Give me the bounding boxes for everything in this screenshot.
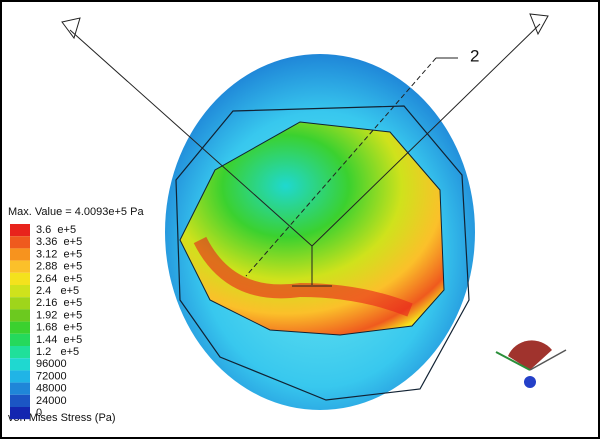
- legend-swatch: [10, 322, 30, 334]
- legend-swatch: [10, 248, 30, 260]
- legend-title: Max. Value = 4.0093e+5 Pa: [8, 206, 144, 218]
- legend-label: 24000: [36, 395, 67, 407]
- legend-label: 1.68 e+5: [36, 322, 82, 334]
- legend-swatch: [10, 370, 30, 382]
- legend-label: 2.16 e+5: [36, 297, 82, 309]
- screenshot: 2 Max. Value = 4.0093e+5 Pa von Mises St…: [0, 0, 600, 439]
- legend-label: 3.36 e+5: [36, 236, 82, 248]
- legend-swatch: [10, 261, 30, 273]
- legend-swatch: [10, 224, 30, 236]
- legend-label: 2.64 e+5: [36, 273, 82, 285]
- legend-label: 72000: [36, 370, 67, 382]
- legend-swatch: [10, 236, 30, 248]
- legend-swatch: [10, 285, 30, 297]
- legend-swatch: [10, 383, 30, 395]
- callout-label: 2: [470, 46, 479, 65]
- legend-label: 3.6 e+5: [36, 224, 76, 236]
- legend-swatch: [10, 273, 30, 285]
- legend-label: 1.92 e+5: [36, 309, 82, 321]
- legend-swatch: [10, 346, 30, 358]
- legend-label: 1.2 e+5: [36, 346, 79, 358]
- legend-swatch: [10, 297, 30, 309]
- legend-swatch: [10, 358, 30, 370]
- legend-swatch: [10, 334, 30, 346]
- legend-swatch: [10, 407, 30, 419]
- legend-label: 1.44 e+5: [36, 334, 82, 346]
- legend-label: 2.88 e+5: [36, 261, 82, 273]
- legend-label: 3.12 e+5: [36, 248, 82, 260]
- legend-swatch: [10, 395, 30, 407]
- legend-label: 48000: [36, 383, 67, 395]
- legend-label: 2.4 e+5: [36, 285, 79, 297]
- legend-label: 96000: [36, 358, 67, 370]
- legend-label: 0: [36, 407, 42, 419]
- legend-swatch: [10, 309, 30, 321]
